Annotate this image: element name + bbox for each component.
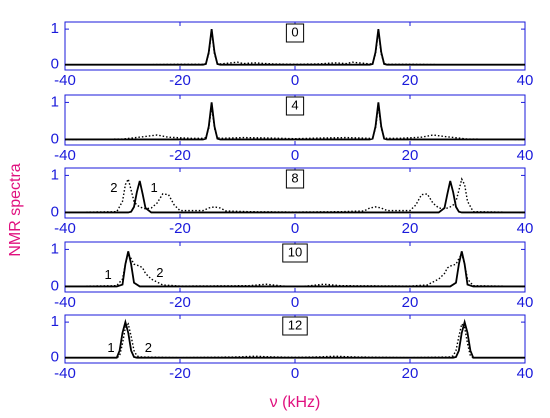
panel-label-box	[282, 316, 308, 336]
panel-label-box	[285, 96, 305, 116]
y-tick-label: 0	[51, 130, 59, 147]
y-tick-label: 1	[51, 166, 59, 183]
x-tick-label: 40	[517, 294, 534, 311]
x-tick-label: -40	[54, 220, 76, 237]
curve-annotation: 2	[145, 340, 152, 355]
panel-label-box	[282, 243, 308, 263]
x-tick-label: 40	[517, 72, 534, 89]
y-tick-label: 1	[51, 20, 59, 37]
x-tick-label: 0	[291, 72, 299, 89]
x-tick-label: -40	[54, 72, 76, 89]
panel-label: 8	[291, 170, 298, 185]
y-tick-label: 1	[51, 240, 59, 257]
x-tick-label: -20	[169, 294, 191, 311]
panel-label: 10	[288, 244, 302, 259]
x-tick-label: 0	[291, 147, 299, 164]
x-tick-label: 0	[291, 294, 299, 311]
x-tick-label: 20	[402, 220, 419, 237]
y-axis-label: NMR spectra	[7, 163, 24, 256]
panel-label: 0	[291, 24, 298, 39]
curve-annotation: 2	[156, 265, 163, 280]
spectrum-line	[65, 30, 525, 66]
panel-label: 12	[288, 317, 302, 332]
x-tick-label: 40	[517, 147, 534, 164]
curve-annotation: 1	[105, 267, 112, 282]
x-tick-label: 40	[517, 220, 534, 237]
spectrum-line	[65, 28, 525, 66]
y-tick-label: 0	[51, 203, 59, 220]
spectrum-line	[64, 177, 526, 214]
x-tick-label: 0	[291, 220, 299, 237]
x-tick-label: -40	[54, 294, 76, 311]
curve-annotation: 1	[151, 180, 158, 195]
curve-annotation: 2	[110, 180, 117, 195]
y-tick-label: 0	[51, 56, 59, 73]
x-tick-label: 20	[402, 294, 419, 311]
x-tick-label: -20	[169, 220, 191, 237]
spectrum-line	[64, 106, 526, 141]
x-tick-label: 20	[402, 147, 419, 164]
y-tick-label: 1	[51, 93, 59, 110]
y-tick-label: 0	[51, 349, 59, 366]
x-tick-label: -20	[169, 147, 191, 164]
x-tick-label: 20	[402, 365, 419, 382]
panel-label-box	[285, 169, 305, 189]
panel-label-box	[285, 23, 305, 43]
spectrum-line	[65, 102, 525, 141]
spectrum-line	[65, 322, 525, 359]
y-tick-label: 1	[51, 313, 59, 330]
x-tick-label: -20	[169, 72, 191, 89]
x-tick-label: -40	[54, 147, 76, 164]
x-tick-label: 40	[517, 365, 534, 382]
x-tick-label: -20	[169, 365, 191, 382]
x-tick-label: 20	[402, 72, 419, 89]
x-tick-label: 0	[291, 365, 299, 382]
spectrum-line	[65, 180, 525, 214]
y-tick-label: 0	[51, 277, 59, 294]
x-axis-label: ν (kHz)	[270, 394, 321, 411]
x-tick-label: -40	[54, 365, 76, 382]
curve-annotation: 1	[107, 340, 114, 355]
panel-label: 4	[291, 97, 298, 112]
spectrum-line	[64, 252, 526, 288]
